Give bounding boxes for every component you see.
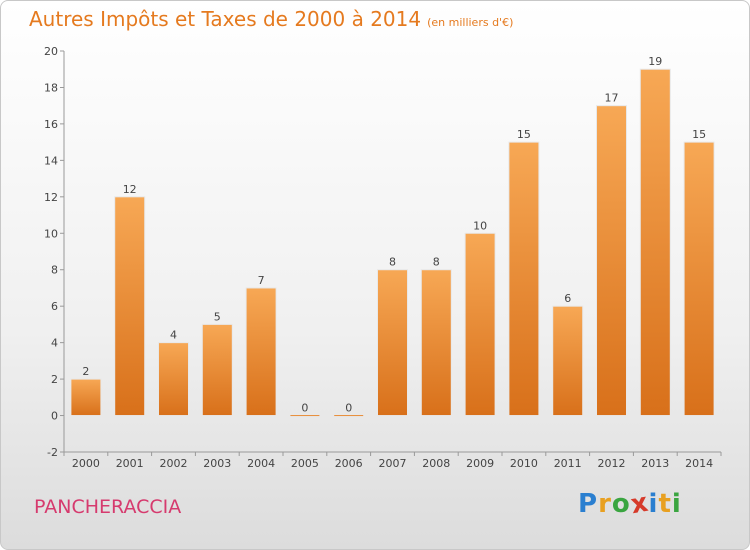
x-tick-label: 2010 <box>510 457 538 470</box>
chart-title-main: Autres Impôts et Taxes de 2000 à 2014 <box>29 7 422 31</box>
x-tick-label: 2001 <box>116 457 144 470</box>
x-tick-label: 2003 <box>203 457 231 470</box>
logo-letter: t <box>658 489 672 519</box>
bar <box>114 196 146 417</box>
y-tick-label: -2 <box>47 446 58 459</box>
y-tick-label: 10 <box>44 227 58 240</box>
x-tick-label: 2004 <box>247 457 275 470</box>
bar-value-label: 5 <box>214 310 221 323</box>
x-tick-label: 2002 <box>160 457 188 470</box>
x-tick-label: 2013 <box>641 457 669 470</box>
commune-name: PANCHERACCIA <box>34 496 182 518</box>
x-tick-label: 2008 <box>422 457 450 470</box>
bar-value-label: 8 <box>433 256 440 269</box>
bar-value-label: 6 <box>564 292 571 305</box>
logo-letter: i <box>648 489 659 519</box>
y-tick-label: 4 <box>51 337 58 350</box>
x-tick-label: 2009 <box>466 457 494 470</box>
bar-value-label: 0 <box>301 402 308 415</box>
bar <box>289 414 321 418</box>
bar-value-label: 19 <box>648 55 662 68</box>
y-tick-label: 0 <box>51 410 58 423</box>
bar-value-label: 12 <box>123 183 137 196</box>
bar-value-label: 2 <box>82 365 89 378</box>
logo-letter: o <box>611 489 631 519</box>
y-tick-label: 2 <box>51 373 58 386</box>
bar <box>683 141 715 417</box>
bar <box>552 305 584 417</box>
bar <box>464 232 496 417</box>
x-tick-label: 2012 <box>598 457 626 470</box>
bar-value-label: 15 <box>692 128 706 141</box>
bar <box>420 269 452 417</box>
bar <box>70 378 102 417</box>
x-tick-label: 2011 <box>554 457 582 470</box>
x-tick-label: 2000 <box>72 457 100 470</box>
bar-value-label: 17 <box>605 92 619 105</box>
x-tick-label: 2007 <box>379 457 407 470</box>
bar-value-label: 10 <box>473 219 487 232</box>
bar <box>245 287 277 417</box>
bar-value-label: 15 <box>517 128 531 141</box>
chart-subtitle: (en milliers d'€) <box>427 16 514 29</box>
y-tick-label: 18 <box>44 81 58 94</box>
bar <box>596 105 627 417</box>
proxiti-logo: Proxiti <box>578 488 682 521</box>
bar-value-label: 0 <box>345 402 352 415</box>
logo-letter: P <box>578 489 599 519</box>
bar-value-label: 7 <box>258 274 265 287</box>
bar <box>508 141 540 417</box>
y-tick-label: 20 <box>44 45 58 58</box>
x-tick-label: 2014 <box>685 457 713 470</box>
y-tick-label: 12 <box>44 191 58 204</box>
logo-letter: r <box>598 489 612 519</box>
bar <box>639 68 671 417</box>
y-tick-label: 14 <box>44 154 58 167</box>
bar <box>333 414 365 418</box>
bar-value-label: 8 <box>389 256 396 269</box>
x-tick-label: 2005 <box>291 457 319 470</box>
bar <box>201 323 233 417</box>
chart-title: Autres Impôts et Taxes de 2000 à 2014 (en… <box>29 7 513 31</box>
bar <box>158 342 189 417</box>
x-tick-label: 2006 <box>335 457 363 470</box>
bar-value-label: 4 <box>170 329 177 342</box>
y-tick-label: 16 <box>44 118 58 131</box>
logo-letter: i <box>671 489 682 519</box>
y-tick-label: 8 <box>51 264 58 277</box>
y-tick-label: 6 <box>51 300 58 313</box>
bar <box>377 269 408 417</box>
